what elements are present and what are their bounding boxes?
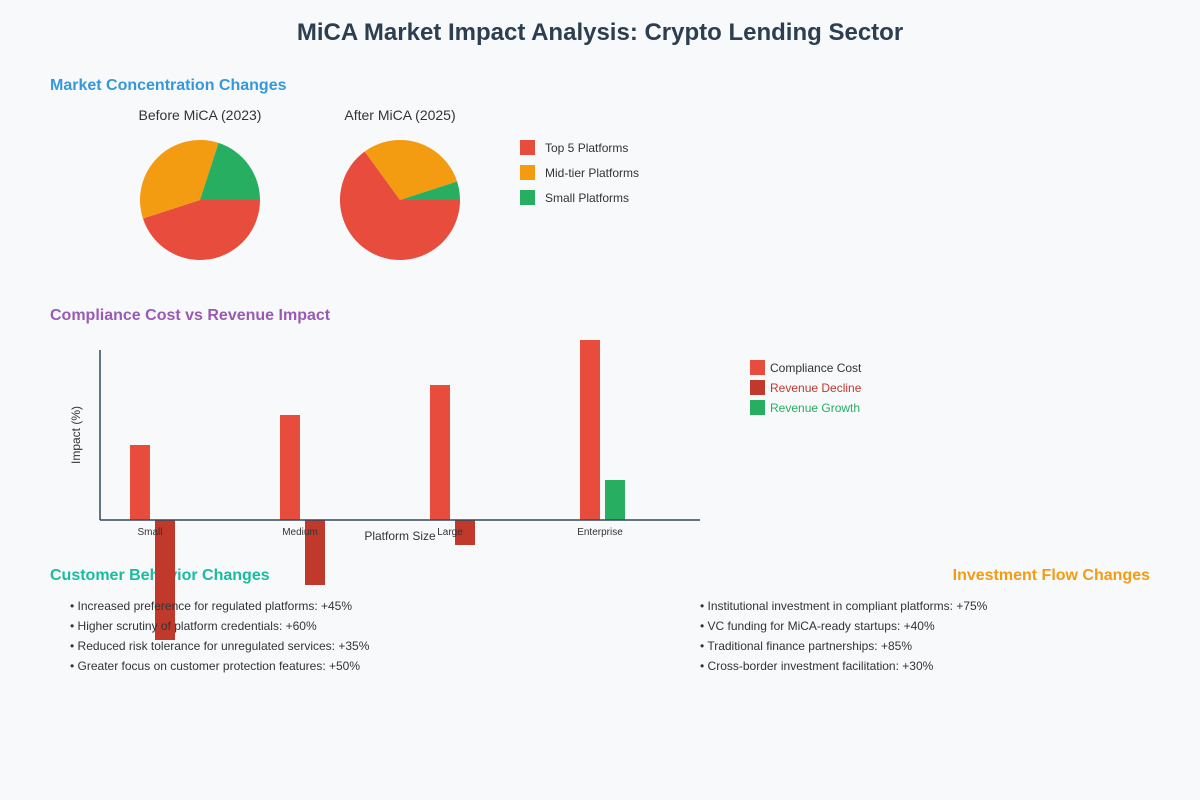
bar-compliance-cost-medium xyxy=(280,415,300,520)
bar-revenue-decline-large xyxy=(455,520,475,545)
bar-revenue-growth-enterprise xyxy=(605,480,625,520)
customer-behavior-list: • Increased preference for regulated pla… xyxy=(70,599,370,673)
legend-swatch-revenue-decline xyxy=(750,380,765,395)
legend-label-top5: Top 5 Platforms xyxy=(545,141,628,155)
customer-item: • Greater focus on customer protection f… xyxy=(70,659,360,673)
investment-heading: Investment Flow Changes xyxy=(953,567,1150,584)
legend-label-revenue-growth: Revenue Growth xyxy=(770,401,860,415)
legend-swatch-revenue-growth xyxy=(750,400,765,415)
legend-swatch-small xyxy=(520,190,535,205)
investment-item: • Traditional finance partnerships: +85% xyxy=(700,639,912,653)
x-tick-label-medium: Medium xyxy=(282,527,318,538)
pie-slice-after-small xyxy=(400,181,460,200)
bar-legend: Compliance Cost Revenue Decline Revenue … xyxy=(750,360,862,415)
investment-item: • Institutional investment in compliant … xyxy=(700,599,988,613)
pie-title-after: After MiCA (2025) xyxy=(344,107,455,123)
pie-legend: Top 5 Platforms Mid-tier Platforms Small… xyxy=(520,140,639,205)
investment-item: • Cross-border investment facilitation: … xyxy=(700,659,934,673)
bar-revenue-decline-medium xyxy=(305,520,325,585)
pie-slice-before-midtier xyxy=(140,140,219,219)
x-axis-label: Platform Size xyxy=(364,529,436,543)
x-tick-label-large: Large xyxy=(437,527,463,538)
bar-compliance-cost-small xyxy=(130,445,150,520)
bar-chart: Impact (%) Small Medium Large Enterprise Pl… xyxy=(69,340,700,640)
legend-label-revenue-decline: Revenue Decline xyxy=(770,381,862,395)
bar-compliance-cost-large xyxy=(430,385,450,520)
legend-swatch-top5 xyxy=(520,140,535,155)
x-tick-label-small: Small xyxy=(137,527,162,538)
customer-item: • Higher scrutiny of platform credential… xyxy=(70,619,317,633)
legend-label-compliance-cost: Compliance Cost xyxy=(770,361,862,375)
investment-flow-list: • Institutional investment in compliant … xyxy=(700,599,988,673)
investment-item: • VC funding for MiCA-ready startups: +4… xyxy=(700,619,935,633)
bar-revenue-decline-small xyxy=(155,520,175,640)
pie-slice-after-top5 xyxy=(339,151,460,261)
pie-slice-before-top5 xyxy=(142,200,260,260)
market-concentration-heading: Market Concentration Changes xyxy=(50,77,287,94)
x-tick-label-enterprise: Enterprise xyxy=(577,527,623,538)
pie-title-before: Before MiCA (2023) xyxy=(139,107,262,123)
bar-compliance-cost-enterprise xyxy=(580,340,600,520)
legend-swatch-compliance-cost xyxy=(750,360,765,375)
page-title: MiCA Market Impact Analysis: Crypto Lend… xyxy=(297,19,903,46)
pie-chart-before: Before MiCA (2023) xyxy=(139,107,262,260)
legend-label-midtier: Mid-tier Platforms xyxy=(545,166,639,180)
compliance-heading: Compliance Cost vs Revenue Impact xyxy=(50,307,331,324)
customer-item: • Reduced risk tolerance for unregulated… xyxy=(70,639,370,653)
pie-chart-after: After MiCA (2025) xyxy=(339,107,460,261)
y-axis-label: Impact (%) xyxy=(69,406,83,464)
pie-slice-after-midtier xyxy=(364,140,458,200)
legend-label-small: Small Platforms xyxy=(545,191,629,205)
legend-swatch-midtier xyxy=(520,165,535,180)
pie-slice-before-small xyxy=(200,142,260,200)
customer-item: • Increased preference for regulated pla… xyxy=(70,599,352,613)
